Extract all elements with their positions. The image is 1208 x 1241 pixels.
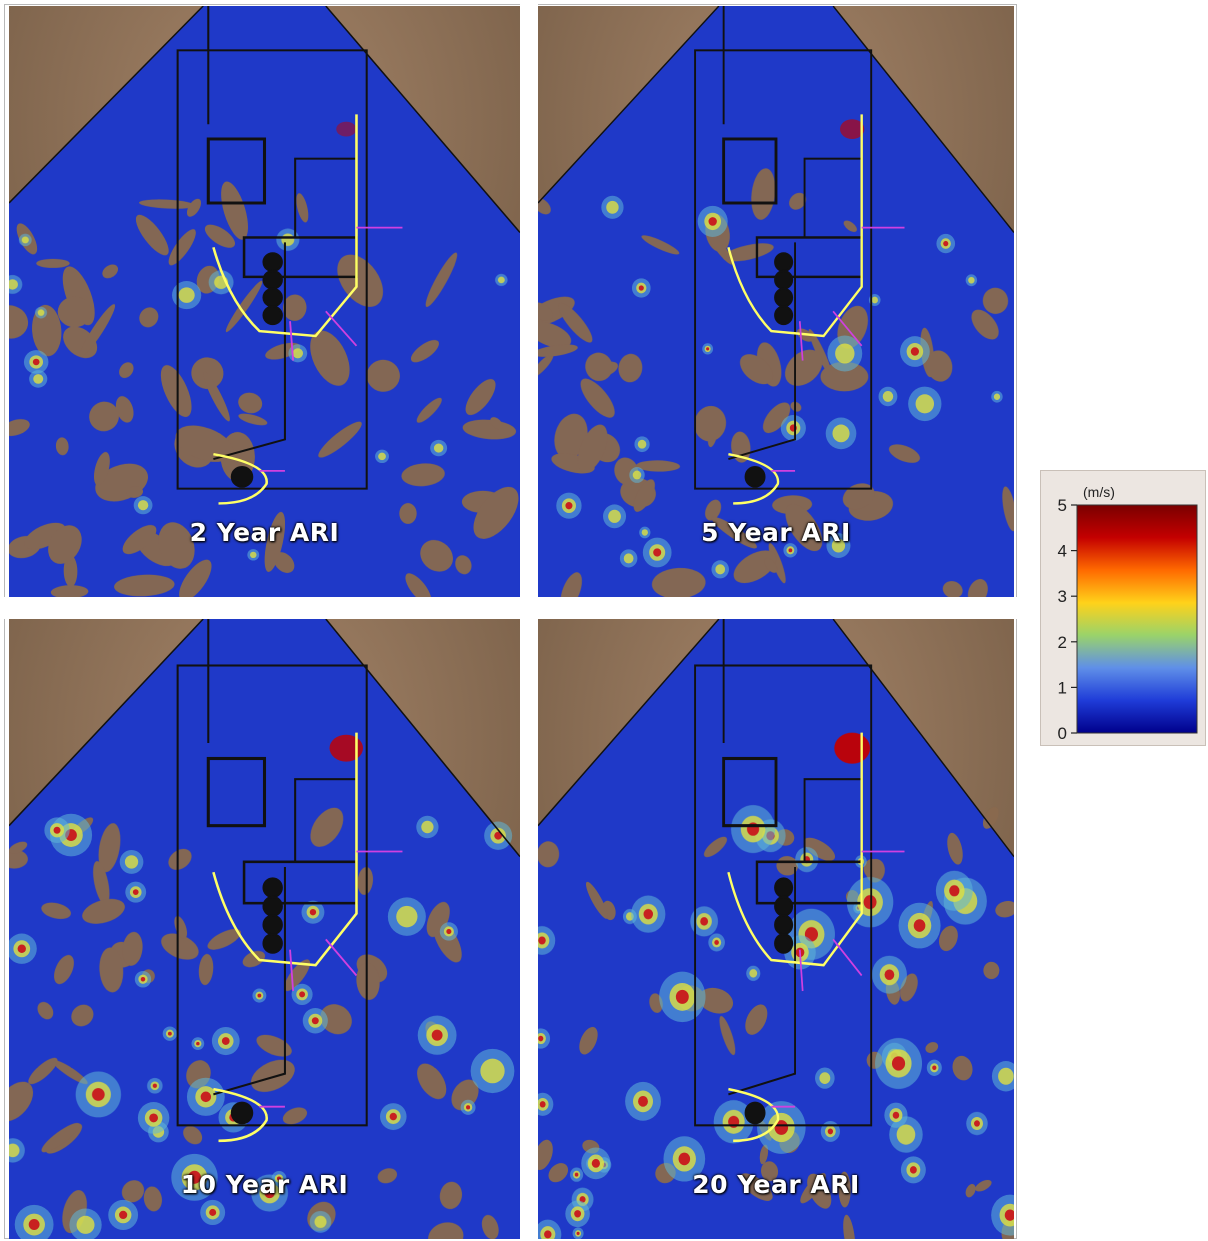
drainage-channels (259, 226, 403, 472)
site-infrastructure (694, 619, 873, 1127)
horizontal-divider (4, 597, 1017, 619)
panel-label-ari-2: 2 Year ARI (189, 518, 340, 547)
flood-velocity-map (538, 619, 1014, 1239)
legend-unit: (m/s) (1083, 484, 1115, 500)
bund-lines (727, 114, 863, 505)
flood-velocity-map (9, 6, 520, 597)
site-infrastructure (176, 6, 368, 490)
legend-tick-label: 2 (1058, 633, 1067, 652)
map-panel-ari-5: 5 Year ARI (538, 6, 1014, 597)
bund-lines (212, 114, 358, 505)
legend-tick-label: 4 (1058, 542, 1067, 561)
map-panel-ari-2: 2 Year ARI (9, 6, 520, 597)
drainage-channels (771, 226, 905, 472)
legend-gradient-bar (1076, 504, 1198, 734)
map-panel-ari-10: 10 Year ARI (9, 619, 520, 1239)
dry-land-islands (538, 168, 1014, 597)
bund-lines (727, 732, 863, 1143)
velocity-hotspots (556, 119, 1003, 579)
map-panel-ari-20: 20 Year ARI (538, 619, 1014, 1239)
site-infrastructure (694, 6, 873, 490)
bund-lines (212, 732, 358, 1143)
legend-colorbar: (m/s) 0 1 2 3 4 5 (1058, 484, 1198, 743)
legend-tick-label: 5 (1058, 496, 1067, 515)
dry-land-islands (9, 807, 499, 1239)
drainage-channels (259, 850, 403, 1108)
legend-tick-label: 0 (1058, 724, 1067, 743)
legend-tick-label: 1 (1058, 678, 1067, 697)
flood-velocity-map (538, 6, 1014, 597)
drainage-channels (771, 850, 905, 1108)
legend-tick-label: 3 (1058, 587, 1067, 606)
dry-land-islands (9, 181, 519, 597)
site-infrastructure (176, 619, 368, 1127)
panel-label-ari-10: 10 Year ARI (180, 1170, 349, 1199)
panel-label-ari-20: 20 Year ARI (692, 1170, 860, 1199)
vertical-divider (520, 4, 538, 1239)
flood-velocity-map (9, 619, 520, 1239)
panel-label-ari-5: 5 Year ARI (701, 518, 851, 547)
velocity-legend: (m/s) 0 1 2 3 4 5 (1040, 470, 1206, 746)
